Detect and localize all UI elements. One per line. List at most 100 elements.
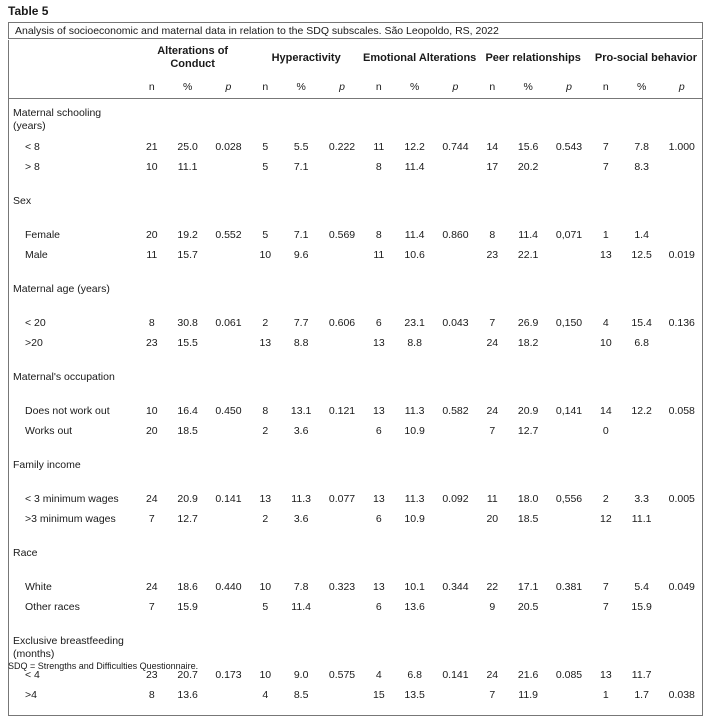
table-cell [662, 509, 703, 529]
section-header-row: Maternal's occupation [9, 363, 703, 401]
table-cell: 24 [145, 581, 158, 593]
table-cell: 7 [148, 513, 155, 525]
table-cell: 0.005 [668, 493, 695, 505]
table-cell: 10.9 [404, 425, 425, 437]
sub-header-cell: % [409, 81, 420, 93]
sub-header-cell: p [339, 81, 345, 93]
table-cell: 1.000 [668, 141, 695, 153]
table-cell [208, 597, 250, 617]
data-table: Alterations of Conduct Hyperactivity Emo… [8, 40, 703, 716]
section-label: Family income [13, 459, 81, 471]
table-row: Male 11 15.7 10 9.6 11 10.6 23 22.1 13 12.5 0.019 [9, 245, 703, 265]
table-cell [321, 333, 363, 353]
group-header-row: Alterations of Conduct Hyperactivity Emo… [9, 40, 703, 76]
table-cell: 1 [602, 689, 609, 701]
table-cell: 7.7 [293, 317, 309, 329]
table-cell: 17 [486, 161, 499, 173]
table-cell [435, 685, 477, 705]
row-label: >4 [25, 689, 37, 701]
table-row: < 20 8 30.8 0.061 2 7.7 0.606 6 23.1 0.043 7 26.9 0,… [9, 313, 703, 333]
table-cell [208, 421, 250, 441]
table-cell: 15.4 [631, 317, 652, 329]
table-cell: 11.1 [631, 513, 652, 525]
table-cell: 14 [486, 141, 499, 153]
table-row: >4 8 13.6 4 8.5 15 13.5 7 11.9 1 1.7 0.038 [9, 685, 703, 705]
table-row: < 8 21 25.0 0.028 5 5.5 0.222 11 12.2 0.744 14 15.6… [9, 137, 703, 157]
table-cell: 20.5 [517, 601, 539, 613]
table-cell: 10.1 [404, 581, 425, 593]
table-cell: 13 [259, 337, 272, 349]
section-spacer [9, 529, 703, 539]
table-cell: 10 [259, 249, 272, 261]
table-cell: 7 [148, 601, 155, 613]
table-cell: 18.5 [517, 513, 539, 525]
table-cell: 18.2 [517, 337, 539, 349]
table-cell: 11.4 [291, 601, 311, 613]
section-spacer [9, 441, 703, 451]
table-cell [548, 157, 590, 177]
table-cell: 0.173 [215, 669, 242, 681]
row-label: < 8 [25, 141, 40, 153]
sub-header-cell: p [452, 81, 459, 93]
table-cell: 0.744 [442, 141, 469, 153]
table-cell: 30.8 [177, 317, 198, 329]
table-cell: 7 [489, 689, 496, 701]
table-cell: 5 [262, 229, 269, 241]
section-label: Exclusive breastfeeding (months) [13, 635, 124, 660]
table-cell [435, 333, 477, 353]
table-cell: 16.4 [177, 405, 198, 417]
table-cell: 22 [486, 581, 499, 593]
section-label: Maternal schooling (years) [13, 107, 102, 132]
table-cell: 3.6 [293, 513, 309, 525]
table-cell: 15.6 [517, 141, 539, 153]
table-cell: 13 [259, 493, 272, 505]
table-cell: 11.3 [291, 493, 311, 505]
table-cell: 8 [375, 161, 382, 173]
table-cell: 0.043 [442, 317, 469, 329]
table-cell: 10 [145, 405, 158, 417]
table-cell: 7 [602, 161, 609, 173]
section-header-row: Maternal age (years) [9, 275, 703, 313]
table-cell: 8 [375, 229, 382, 241]
table-cell: 17.1 [517, 581, 539, 593]
table-row: Does not work out 10 16.4 0.450 8 13.1 0.121 13… [9, 401, 703, 421]
sub-header-row: n% p n% p n% p n% p n% p [9, 76, 703, 99]
sub-header-cell: % [523, 81, 533, 93]
table-cell: 12.5 [631, 249, 652, 261]
table-cell: 18.6 [177, 581, 198, 593]
table-cell: 5.4 [634, 581, 649, 593]
table-cell: 0,071 [555, 229, 583, 241]
table-cell: 21 [145, 141, 158, 153]
table-cell: 19.2 [177, 229, 198, 241]
table-cell [662, 157, 703, 177]
table-cell [208, 157, 250, 177]
table-cell: 0.606 [328, 317, 356, 329]
table-cell: 15.9 [177, 601, 198, 613]
table-cell: 7 [489, 317, 496, 329]
table-cell: 11.4 [404, 229, 425, 241]
table-cell [435, 509, 477, 529]
table-cell: 8 [148, 317, 155, 329]
section-header-row: Race [9, 539, 703, 577]
table-cell: 7 [602, 581, 609, 593]
table-cell [208, 333, 250, 353]
table-cell: 1.7 [634, 689, 649, 701]
table-cell: 20.9 [177, 493, 198, 505]
table-cell: 10.6 [404, 249, 425, 261]
table-cell: 6 [375, 317, 382, 329]
section-label: Maternal's occupation [13, 371, 115, 383]
table-cell [622, 421, 662, 441]
sub-header-cell: n [262, 81, 269, 93]
table-cell [208, 685, 250, 705]
table-cell [321, 245, 363, 265]
table-cell: 0.222 [328, 141, 356, 153]
table-cell: 5 [262, 161, 269, 173]
table-cell: 12.2 [404, 141, 425, 153]
sub-header-cell: p [678, 81, 685, 93]
table-cell: 0.552 [215, 229, 242, 241]
section-spacer [9, 265, 703, 275]
table-cell: 10 [145, 161, 158, 173]
group-header: Emotional Alterations [363, 51, 477, 64]
table-cell [662, 333, 703, 353]
table-cell: 11.3 [404, 493, 425, 505]
